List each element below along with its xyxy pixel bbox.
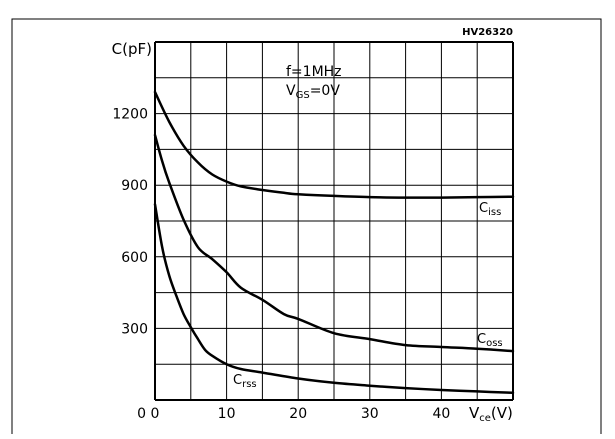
- x-tick-label: 30: [361, 406, 379, 422]
- x-tick-label: 10: [218, 406, 236, 422]
- grid-layer: [154, 41, 514, 401]
- series-line-ciss: [153, 90, 515, 199]
- outer-frame: [11, 18, 602, 439]
- series-label-coss: Coss: [477, 332, 503, 349]
- x-axis-title: Vce(V): [469, 404, 513, 424]
- series-layer: [153, 90, 515, 395]
- frequency-annotation: f=1MHz: [286, 64, 342, 80]
- series-line-coss: [153, 133, 515, 353]
- x-axis-title-unit: (V): [491, 404, 513, 422]
- vgs-annotation-sub: GS: [296, 90, 310, 101]
- series-label-coss-sub: oss: [486, 338, 503, 349]
- series-label-ciss-sub: iss: [488, 207, 501, 218]
- vgs-annotation-value: =0V: [310, 83, 341, 99]
- vgs-annotation: VGS=0V: [286, 83, 340, 101]
- series-label-ciss: Ciss: [479, 201, 501, 218]
- x-tick-label: 20: [289, 406, 307, 422]
- series-label-crss-sub: rss: [242, 379, 257, 390]
- series-label-crss: Crss: [233, 373, 257, 390]
- x-axis-title-sub: ce: [479, 413, 491, 424]
- x-axis-title-main: V: [469, 404, 480, 422]
- tick-labels: 0 10 20 30 40 0 300 600 900 1200: [112, 107, 450, 422]
- figure-code-label: HV26320: [462, 27, 513, 38]
- series-label-coss-main: C: [477, 332, 486, 347]
- y-tick-label: 300: [121, 321, 148, 337]
- y-tick-label: 900: [121, 178, 148, 194]
- series-line-crss: [153, 203, 515, 395]
- y-tick-label-zero: 0: [137, 406, 146, 422]
- y-tick-label: 600: [121, 250, 148, 266]
- x-tick-label: 0: [151, 406, 160, 422]
- vgs-annotation-main: V: [286, 83, 296, 99]
- series-label-crss-main: C: [233, 373, 242, 388]
- series-label-ciss-main: C: [479, 201, 488, 216]
- y-tick-label: 1200: [112, 107, 148, 123]
- y-axis-title: C(pF): [112, 40, 152, 58]
- x-tick-label: 40: [432, 406, 450, 422]
